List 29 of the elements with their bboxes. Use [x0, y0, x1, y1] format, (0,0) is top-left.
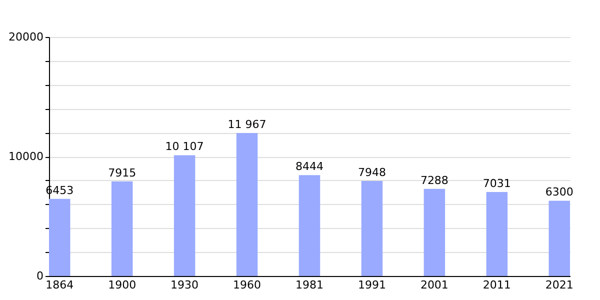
- data-label: 8444: [296, 160, 324, 174]
- data-label: 6300: [545, 186, 574, 199]
- x-tick-label: 1930: [170, 278, 199, 292]
- bar: [111, 181, 133, 276]
- y-tick-label: 10000: [8, 150, 44, 163]
- x-tick-label: 1991: [358, 278, 386, 292]
- x-tick-label: 1864: [46, 278, 74, 292]
- bar: [236, 132, 258, 276]
- x-tick-label: 2001: [420, 278, 448, 292]
- bar: [298, 175, 320, 276]
- x-tick-label: 2011: [482, 278, 511, 292]
- data-label: 11 967: [228, 118, 266, 131]
- x-tick-label: 1900: [108, 278, 136, 292]
- data-label: 7288: [420, 174, 448, 187]
- x-tick-label: 2021: [545, 278, 574, 292]
- bar: [174, 155, 196, 276]
- x-tick-label: 1960: [233, 278, 262, 292]
- y-tick-label: 20000: [8, 30, 44, 44]
- data-label: 7915: [108, 166, 136, 180]
- bar: [361, 181, 383, 276]
- bar: [548, 200, 570, 276]
- data-label: 7948: [358, 166, 386, 180]
- bar: [424, 188, 446, 276]
- x-tick-label: 1981: [296, 278, 324, 292]
- y-tick-label: 0: [36, 270, 44, 282]
- bar: [49, 198, 70, 276]
- data-label: 7031: [482, 176, 511, 190]
- data-label: 10 107: [165, 140, 204, 154]
- bar: [486, 192, 508, 276]
